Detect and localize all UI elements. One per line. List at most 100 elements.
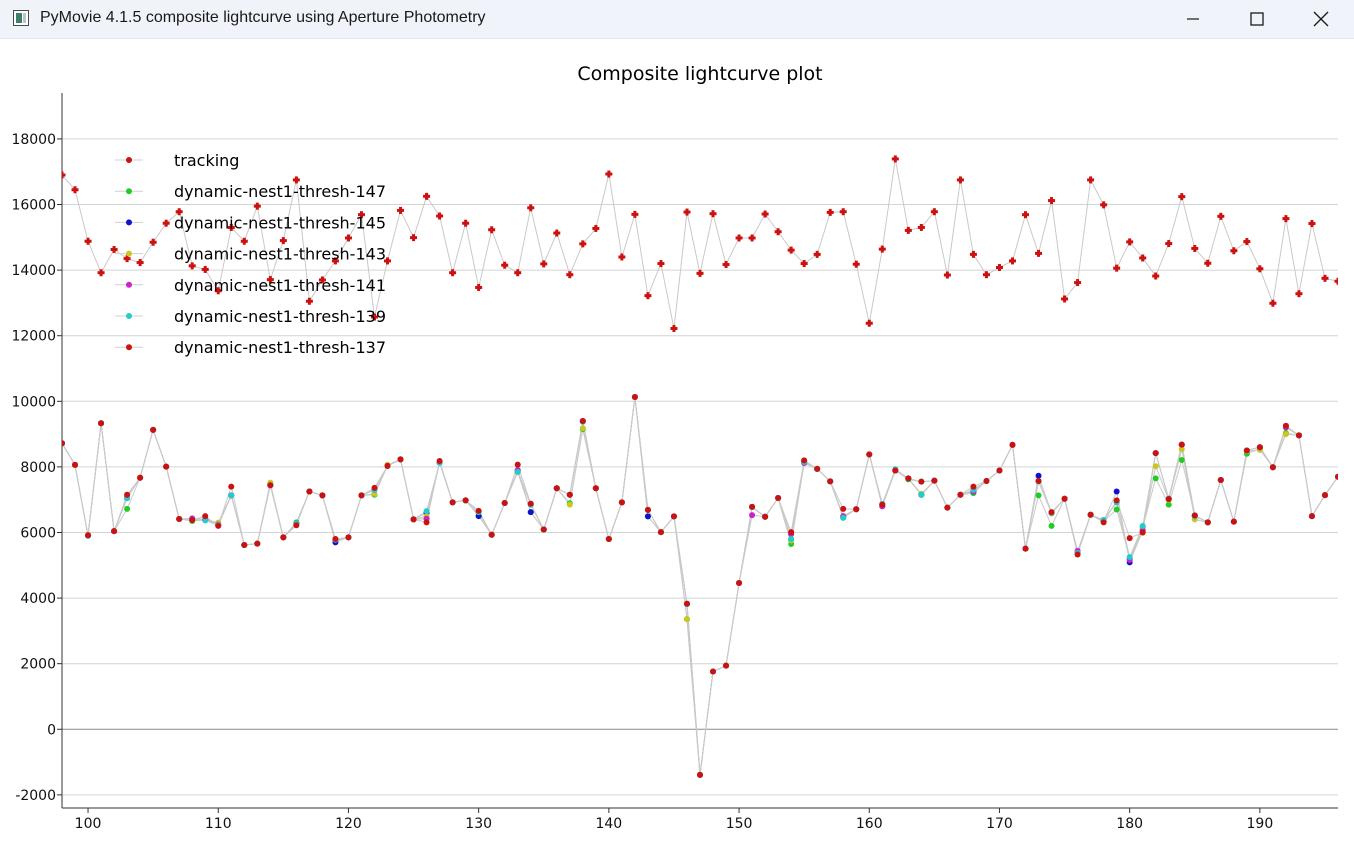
data-point [1022, 545, 1029, 552]
plus-bar-v [1310, 220, 1314, 228]
data-point [1178, 193, 1186, 201]
data-point [71, 186, 79, 194]
plus-bar-v [477, 283, 481, 291]
data-point [1308, 513, 1315, 520]
data-point [931, 477, 938, 484]
plus-bar-v [399, 206, 403, 214]
legend-item: dynamic-nest1-thresh-141 [115, 276, 386, 295]
data-point [1217, 477, 1224, 484]
data-point [449, 269, 457, 277]
plus-bar-v [1193, 244, 1197, 252]
legend-label: dynamic-nest1-thresh-143 [174, 245, 386, 264]
data-point [84, 237, 92, 245]
minimize-button[interactable] [1161, 0, 1225, 38]
plus-bar-v [932, 208, 936, 216]
data-point [657, 260, 665, 268]
plus-bar-v [789, 246, 793, 254]
data-point [1009, 441, 1016, 448]
data-point [917, 223, 925, 231]
data-point [1152, 463, 1159, 470]
maximize-button[interactable] [1225, 0, 1289, 38]
data-point [1230, 247, 1238, 255]
plus-bar-v [1141, 254, 1145, 262]
data-point [293, 522, 300, 529]
plus-bar-v [1323, 274, 1327, 282]
data-point [800, 260, 808, 268]
plus-bar-v [997, 263, 1001, 271]
title-bar[interactable]: PyMovie 4.1.5 composite lightcurve using… [0, 0, 1354, 39]
plus-bar-v [542, 260, 546, 268]
data-point [1282, 431, 1289, 438]
legend-marker [126, 313, 132, 319]
data-point [748, 234, 756, 242]
data-point [618, 253, 626, 261]
plus-bar-v [1128, 238, 1132, 246]
minimize-icon [1187, 18, 1199, 20]
data-point [891, 155, 899, 163]
maximize-icon [1250, 12, 1264, 26]
data-point [840, 505, 847, 512]
close-button[interactable] [1289, 0, 1353, 38]
legend-label: dynamic-nest1-thresh-139 [174, 307, 386, 326]
plus-bar-v [1271, 299, 1275, 307]
plus-bar-v [1258, 265, 1262, 273]
data-point [488, 226, 496, 234]
data-point [279, 237, 287, 245]
data-point [124, 505, 131, 512]
x-tick-label: 160 [856, 816, 883, 832]
legend-label: tracking [174, 151, 239, 170]
data-point [357, 211, 365, 219]
data-point [228, 492, 235, 499]
data-point [97, 269, 105, 277]
data-point [280, 534, 287, 541]
data-point [1152, 272, 1160, 280]
data-point [1282, 215, 1290, 223]
plus-bar-v [1154, 272, 1158, 280]
data-point [878, 245, 886, 253]
data-point [1113, 264, 1121, 272]
plus-bar-v [893, 155, 897, 163]
data-point [1035, 249, 1043, 257]
data-point [254, 540, 261, 547]
plus-bar-v [112, 245, 116, 253]
plus-bar-v [1232, 247, 1236, 255]
plus-bar-v [581, 240, 585, 248]
data-point [410, 234, 418, 242]
data-point [566, 271, 574, 279]
data-point [397, 456, 404, 463]
plus-bar-v [320, 276, 324, 284]
legend-item: dynamic-nest1-thresh-139 [115, 307, 386, 326]
legend-item: dynamic-nest1-thresh-143 [115, 245, 386, 264]
data-point [306, 488, 313, 495]
y-tick-label: 0 [47, 722, 56, 738]
plus-bar-v [555, 229, 559, 237]
data-point [670, 324, 678, 332]
plus-bar-v [659, 260, 663, 268]
data-point [774, 228, 782, 236]
lightcurve-plot[interactable]: Composite lightcurve plot -2000 0 2000 4000… [0, 39, 1354, 846]
plus-bar-v [568, 271, 572, 279]
axes: -2000 0 2000 4000 6000 8000 10000 12000 14000 160… [11, 93, 1338, 832]
plus-bar-v [1024, 211, 1028, 219]
plus-bar-v [1063, 295, 1067, 303]
data-point [1139, 254, 1147, 262]
legend-marker [126, 281, 132, 288]
data-point [957, 491, 964, 498]
series-line [62, 396, 1338, 775]
plus-bar-v [372, 313, 376, 321]
data-point [1035, 492, 1042, 499]
data-point [1126, 238, 1134, 246]
data-point [644, 292, 652, 300]
data-point [670, 513, 677, 520]
legend-marker [126, 219, 132, 226]
plus-bar-v [919, 223, 923, 231]
plus-bar-v [203, 265, 207, 273]
data-point [1217, 212, 1225, 220]
x-tick-label: 140 [595, 816, 622, 832]
data-point [358, 492, 365, 499]
data-point [1282, 422, 1289, 429]
series-line [62, 396, 1338, 775]
plus-bar-v [984, 271, 988, 279]
plus-bar-v [945, 271, 949, 279]
data-point [1061, 295, 1069, 303]
